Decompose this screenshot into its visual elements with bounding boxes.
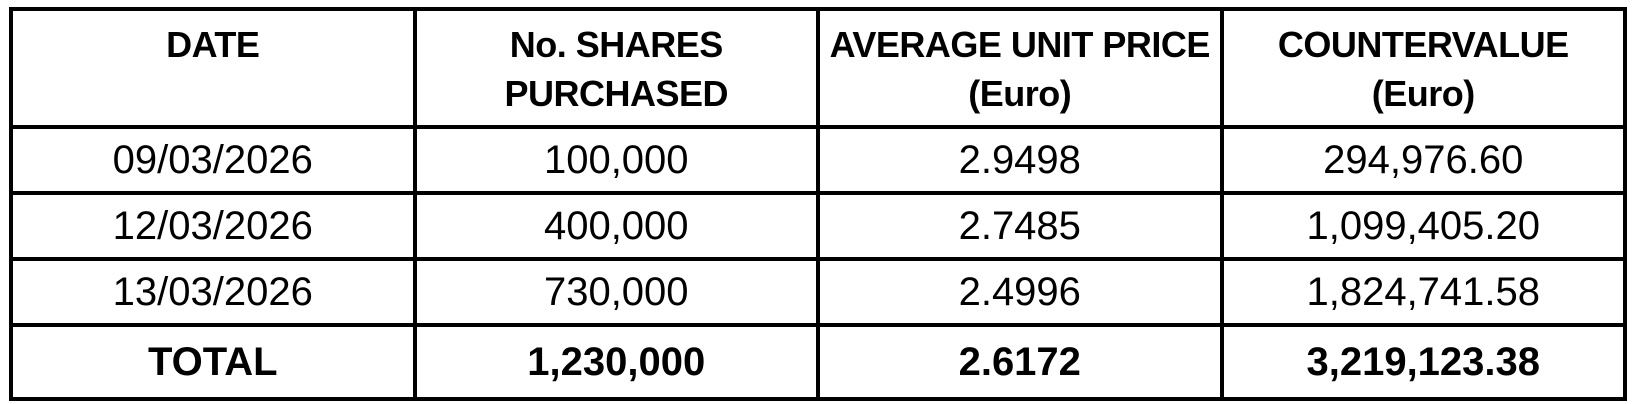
cell-shares: 730,000 xyxy=(412,257,820,327)
cell-date: 12/03/2026 xyxy=(9,191,417,261)
header-date: DATE xyxy=(9,7,417,129)
total-countervalue: 3,219,123.38 xyxy=(1219,323,1627,401)
cell-avg-price: 2.4996 xyxy=(816,257,1224,327)
cell-countervalue: 1,824,741.58 xyxy=(1219,257,1627,327)
table-header: DATE No. SHARES PURCHASED AVERAGE UNIT P… xyxy=(9,7,1627,129)
table-row: 13/03/2026 730,000 2.4996 1,824,741.58 xyxy=(9,257,1627,327)
total-avg-price: 2.6172 xyxy=(816,323,1224,401)
header-shares-purchased: No. SHARES PURCHASED xyxy=(412,7,820,129)
cell-avg-price: 2.7485 xyxy=(816,191,1224,261)
total-label: TOTAL xyxy=(9,323,417,401)
table-row: 09/03/2026 100,000 2.9498 294,976.60 xyxy=(9,125,1627,195)
header-average-unit-price: AVERAGE UNIT PRICE (Euro) xyxy=(816,7,1224,129)
cell-shares: 400,000 xyxy=(412,191,820,261)
table-body: 09/03/2026 100,000 2.9498 294,976.60 12/… xyxy=(9,125,1627,401)
header-row: DATE No. SHARES PURCHASED AVERAGE UNIT P… xyxy=(9,7,1627,129)
cell-countervalue: 294,976.60 xyxy=(1219,125,1627,195)
cell-date: 09/03/2026 xyxy=(9,125,417,195)
cell-countervalue: 1,099,405.20 xyxy=(1219,191,1627,261)
cell-date: 13/03/2026 xyxy=(9,257,417,327)
cell-avg-price: 2.9498 xyxy=(816,125,1224,195)
total-shares: 1,230,000 xyxy=(412,323,820,401)
cell-shares: 100,000 xyxy=(412,125,820,195)
header-countervalue: COUNTERVALUE (Euro) xyxy=(1219,7,1627,129)
shares-purchased-table: DATE No. SHARES PURCHASED AVERAGE UNIT P… xyxy=(9,7,1627,401)
total-row: TOTAL 1,230,000 2.6172 3,219,123.38 xyxy=(9,323,1627,401)
table-row: 12/03/2026 400,000 2.7485 1,099,405.20 xyxy=(9,191,1627,261)
